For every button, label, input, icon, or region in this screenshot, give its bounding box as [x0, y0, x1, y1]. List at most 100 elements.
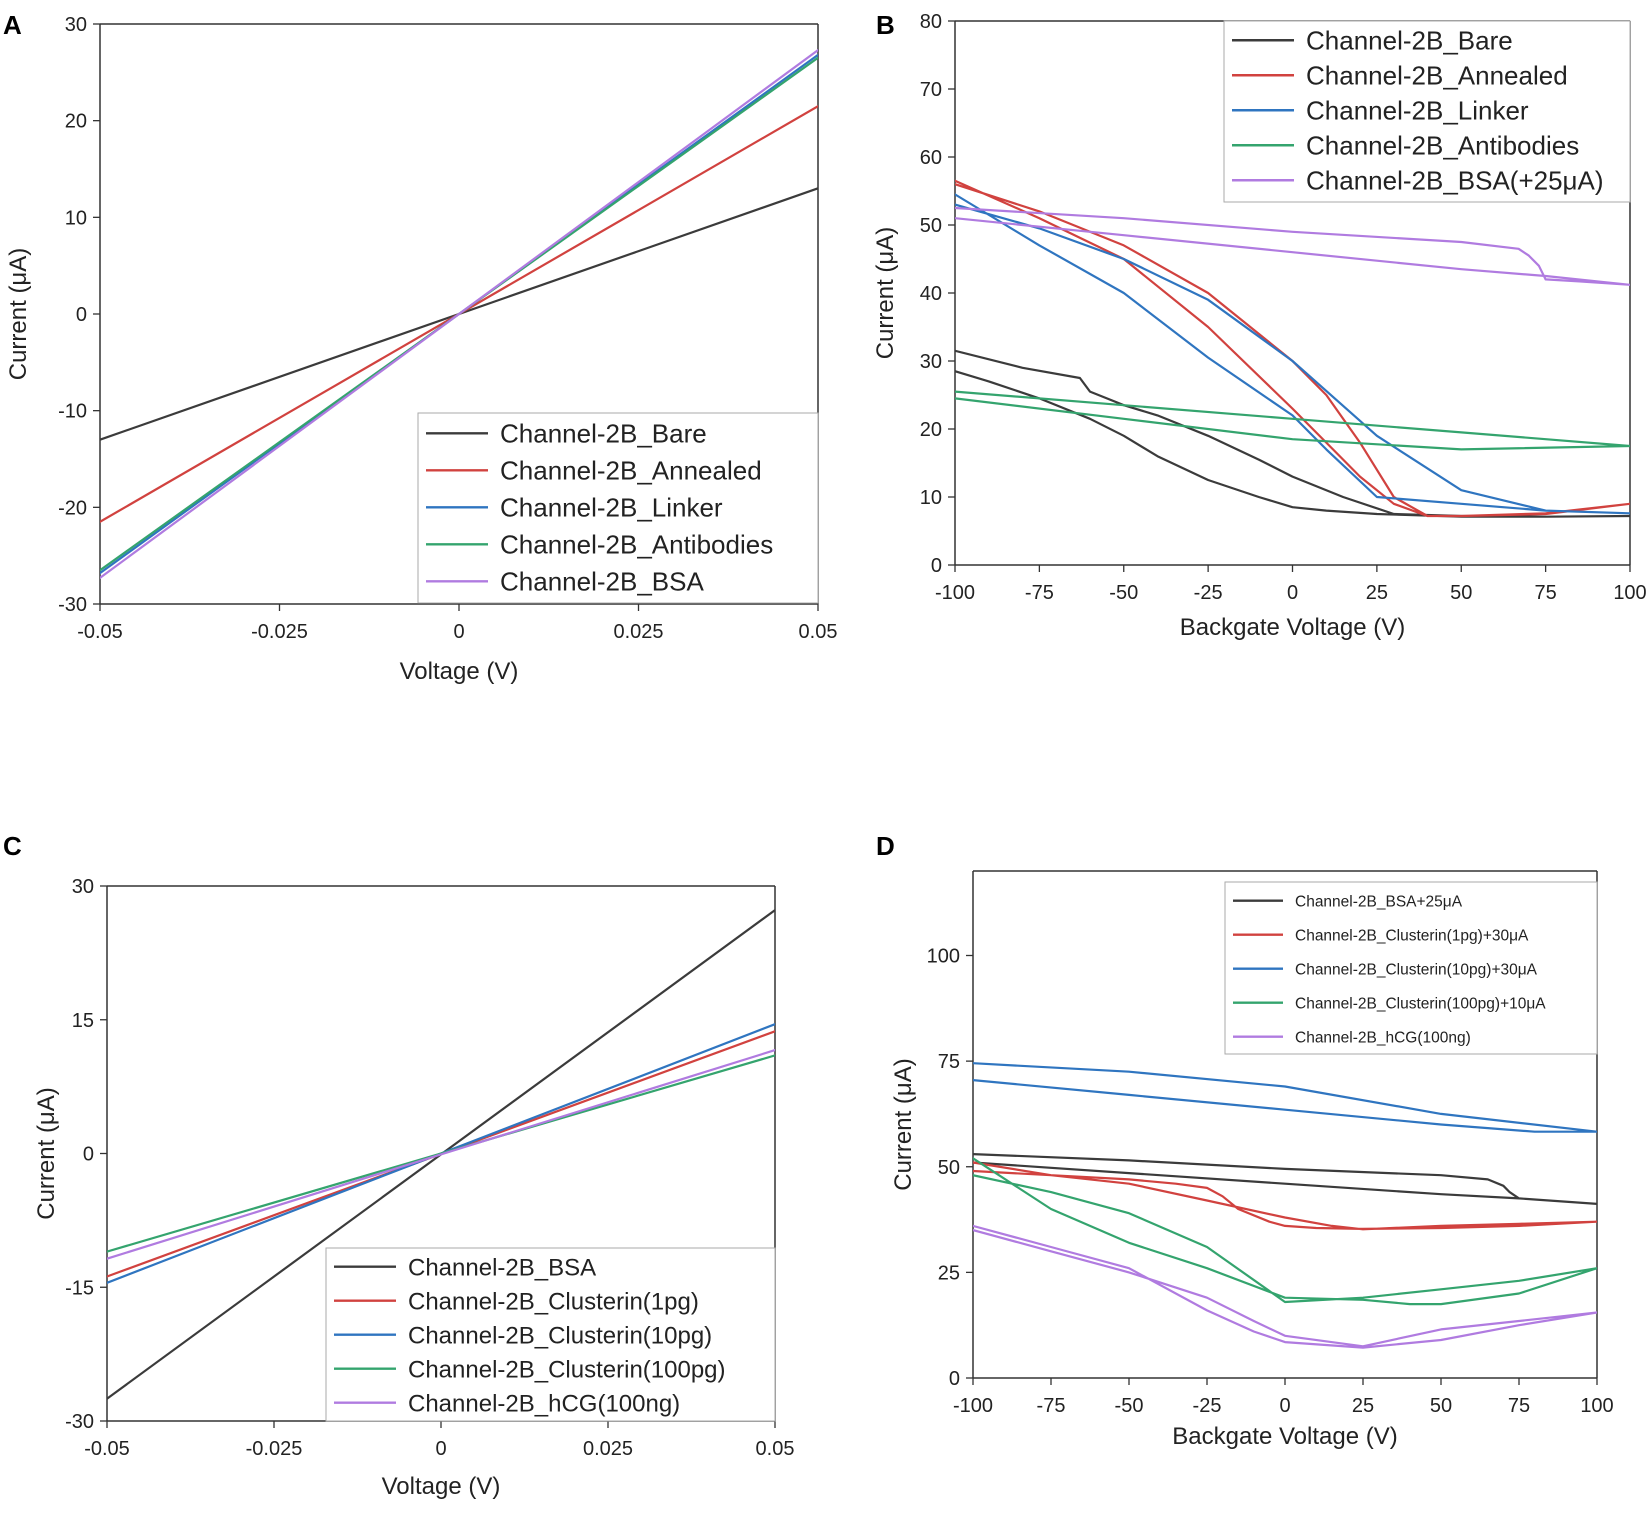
y-tick-label-b: 0 — [931, 555, 942, 577]
y-tick-label-a: 0 — [76, 304, 87, 326]
series-line-b-5 — [955, 206, 1630, 286]
series-line-b-2 — [955, 179, 1630, 518]
x-tick-label-b: 25 — [1366, 582, 1388, 604]
legend-d: Channel-2B_BSA+25μA Channel-2B_Clusterin(… — [1224, 881, 1598, 1055]
legend-label-b-5: Channel-2B_BSA(+25μA) — [1306, 166, 1604, 196]
y-tick-label-d: 75 — [938, 1051, 960, 1073]
y-tick-label-a: 30 — [65, 14, 87, 36]
chart-b: -100 -75 -50 -25 0 25 50 75 100 0 10 20 30 40 50 60 70 80… — [872, 11, 1647, 641]
y-tick-label-b: 60 — [920, 147, 942, 169]
panel-a: A -0.05 -0.025 0 0.025 0.05 -30 -20 -10 0 10 20 30 V… — [3, 10, 837, 685]
series-line-a-5 — [100, 48, 818, 580]
series-line-d-4 — [973, 1157, 1597, 1306]
legend-box-c — [325, 1247, 776, 1422]
legend-label-d-5: Channel-2B_hCG(100ng) — [1295, 1029, 1471, 1046]
x-tick-label-a: 0 — [453, 621, 464, 643]
x-tick-label-d: 0 — [1279, 1395, 1290, 1417]
legend-label-a-2: Channel-2B_Annealed — [500, 456, 762, 486]
x-tick-label-b: -50 — [1109, 582, 1138, 604]
series-line-d-5 — [973, 1224, 1597, 1349]
y-tick-label-a: 20 — [65, 111, 87, 133]
legend-label-d-1: Channel-2B_BSA+25μA — [1295, 893, 1463, 910]
panel-label-a: A — [3, 10, 22, 40]
y-tick-label-c: 15 — [72, 1010, 94, 1032]
x-tick-label-d: 100 — [1580, 1395, 1613, 1417]
y-axis-title-d: Current (μA) — [890, 1058, 917, 1191]
chart-d: -100 -75 -50 -25 0 25 50 75 100 0 25 50 75 100 Backgat… — [890, 870, 1614, 1450]
y-axis-title-c: Current (μA) — [33, 1087, 60, 1220]
legend-label-a-4: Channel-2B_Antibodies — [500, 530, 773, 560]
series-line-b-4 — [955, 390, 1630, 451]
legend-label-d-2: Channel-2B_Clusterin(1pg)+30μA — [1295, 927, 1529, 944]
x-tick-label-a: 0.025 — [613, 621, 663, 643]
legend-label-b-1: Channel-2B_Bare — [1306, 26, 1513, 56]
legend-label-b-3: Channel-2B_Linker — [1306, 96, 1529, 126]
x-tick-label-b: 100 — [1613, 582, 1646, 604]
x-tick-label-b: -100 — [935, 582, 975, 604]
y-tick-label-b: 80 — [920, 11, 942, 33]
x-tick-label-b: 50 — [1450, 582, 1472, 604]
y-tick-label-d: 100 — [927, 946, 960, 968]
y-axis-title-a: Current (μA) — [5, 248, 32, 381]
panel-d: D -100 -75 -50 -25 0 25 50 75 100 0 25 50 75 100 Backg… — [876, 831, 1614, 1450]
y-tick-label-a: 10 — [65, 207, 87, 229]
y-tick-label-b: 20 — [920, 419, 942, 441]
x-tick-label-b: 75 — [1535, 582, 1557, 604]
series-line-b-1 — [955, 349, 1630, 518]
legend-label-a-3: Channel-2B_Linker — [500, 493, 723, 523]
y-tick-label-a: -20 — [58, 497, 87, 519]
x-tick-label-d: -50 — [1115, 1395, 1144, 1417]
y-tick-label-d: 50 — [938, 1157, 960, 1179]
y-tick-label-d: 0 — [949, 1368, 960, 1390]
x-tick-label-d: -100 — [953, 1395, 993, 1417]
series-line-d-3 — [973, 1062, 1597, 1133]
panel-label-c: C — [3, 831, 22, 861]
panel-label-d: D — [876, 831, 895, 861]
legend-label-c-4: Channel-2B_Clusterin(100pg) — [408, 1356, 726, 1383]
y-tick-label-b: 10 — [920, 487, 942, 509]
legend-label-d-3: Channel-2B_Clusterin(10pg)+30μA — [1295, 961, 1538, 978]
legend-c: Channel-2B_BSA Channel-2B_Clusterin(1pg) C… — [325, 1247, 776, 1422]
x-tick-label-c: 0.025 — [583, 1438, 633, 1460]
y-tick-label-c: -30 — [65, 1411, 94, 1433]
x-tick-label-a: 0.05 — [799, 621, 838, 643]
x-tick-label-c: -0.025 — [246, 1438, 303, 1460]
series-line-c-5 — [107, 1048, 775, 1260]
x-axis-title-b: Backgate Voltage (V) — [1180, 614, 1405, 641]
legend-label-a-1: Channel-2B_Bare — [500, 419, 707, 449]
x-axis-title-d: Backgate Voltage (V) — [1172, 1423, 1397, 1450]
x-tick-label-b: -25 — [1194, 582, 1223, 604]
panel-b: B -100 -75 -50 -25 0 25 50 75 100 0 10 20 30 40 50 60 70… — [872, 10, 1647, 641]
legend-label-c-2: Channel-2B_Clusterin(1pg) — [408, 1288, 699, 1315]
x-tick-label-c: 0.05 — [756, 1438, 795, 1460]
x-tick-label-d: 50 — [1430, 1395, 1452, 1417]
x-tick-label-d: -25 — [1193, 1395, 1222, 1417]
x-tick-label-b: 0 — [1287, 582, 1298, 604]
legend-b: Channel-2B_Bare Channel-2B_Annealed Channe… — [1223, 20, 1631, 203]
legend-label-c-5: Channel-2B_hCG(100ng) — [408, 1390, 680, 1417]
x-tick-label-a: -0.025 — [251, 621, 308, 643]
x-tick-label-c: -0.05 — [84, 1438, 130, 1460]
x-axis-title-a: Voltage (V) — [400, 658, 519, 685]
x-tick-label-c: 0 — [435, 1438, 446, 1460]
legend-label-a-5: Channel-2B_BSA — [500, 567, 704, 597]
x-tick-label-d: -75 — [1037, 1395, 1066, 1417]
y-tick-label-c: 30 — [72, 876, 94, 898]
series-group-a — [100, 48, 818, 580]
panel-label-b: B — [876, 10, 895, 40]
chart-c: -0.05 -0.025 0 0.025 0.05 -30 -15 0 15 30 Voltage … — [33, 876, 794, 1500]
y-tick-label-b: 30 — [920, 351, 942, 373]
chart-a: -0.05 -0.025 0 0.025 0.05 -30 -20 -10 0 10 20 30 Vol… — [5, 14, 837, 685]
y-tick-label-d: 25 — [938, 1262, 960, 1284]
series-line-d-1 — [973, 1152, 1597, 1206]
series-line-b-3 — [955, 193, 1630, 515]
x-axis-title-c: Voltage (V) — [382, 1473, 501, 1500]
series-group-d — [973, 1062, 1597, 1349]
legend-label-d-4: Channel-2B_Clusterin(100pg)+10μA — [1295, 995, 1546, 1012]
legend-box-d — [1224, 881, 1598, 1055]
legend-a: Channel-2B_Bare Channel-2B_Annealed Channe… — [417, 412, 819, 604]
y-tick-label-c: 0 — [83, 1144, 94, 1166]
y-tick-label-b: 50 — [920, 215, 942, 237]
legend-box-b — [1223, 20, 1631, 203]
